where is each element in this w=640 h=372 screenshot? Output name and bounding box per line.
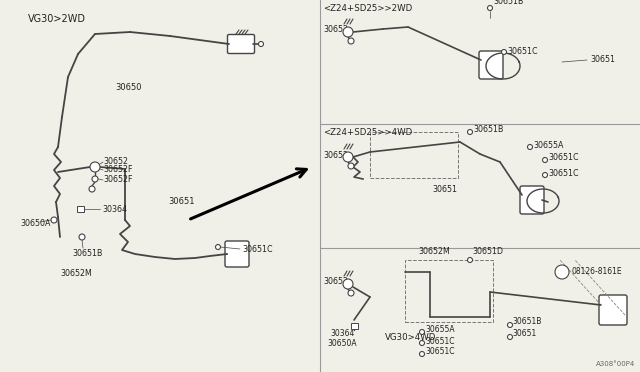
Text: A308°00P4: A308°00P4 xyxy=(596,361,635,367)
Text: 30651C: 30651C xyxy=(548,170,579,179)
Text: VG30>4WD: VG30>4WD xyxy=(385,333,436,342)
Circle shape xyxy=(543,173,547,177)
Circle shape xyxy=(92,176,98,182)
Text: <Z24+SD25>>2WD: <Z24+SD25>>2WD xyxy=(323,4,412,13)
Text: 30651D: 30651D xyxy=(472,247,503,257)
Circle shape xyxy=(89,186,95,192)
Circle shape xyxy=(79,234,85,240)
Text: 30651C: 30651C xyxy=(425,337,454,346)
FancyBboxPatch shape xyxy=(225,241,249,267)
Text: 30652: 30652 xyxy=(323,151,348,160)
Text: 30651: 30651 xyxy=(590,55,615,64)
Circle shape xyxy=(508,323,513,327)
Circle shape xyxy=(488,6,493,10)
Circle shape xyxy=(343,279,353,289)
Circle shape xyxy=(419,352,424,356)
Text: 30652M: 30652M xyxy=(60,269,92,279)
Text: 30650A: 30650A xyxy=(20,219,51,228)
FancyBboxPatch shape xyxy=(599,295,627,325)
Circle shape xyxy=(419,340,424,346)
Circle shape xyxy=(467,129,472,135)
Circle shape xyxy=(259,42,264,46)
Text: 30652F: 30652F xyxy=(103,176,132,185)
Circle shape xyxy=(527,144,532,150)
Bar xyxy=(77,206,83,212)
Text: 30652M: 30652M xyxy=(418,247,450,257)
Circle shape xyxy=(343,152,353,162)
Text: 30655A: 30655A xyxy=(533,141,563,150)
Bar xyxy=(405,260,493,322)
Text: B: B xyxy=(559,267,565,276)
Bar xyxy=(351,323,358,329)
Circle shape xyxy=(467,257,472,263)
Text: 30651C: 30651C xyxy=(507,48,538,57)
FancyBboxPatch shape xyxy=(479,51,503,79)
Text: 30650A: 30650A xyxy=(327,340,356,349)
Text: 30651B: 30651B xyxy=(512,317,541,327)
Circle shape xyxy=(543,157,547,163)
Text: 30651C: 30651C xyxy=(425,347,454,356)
Text: 30652F: 30652F xyxy=(103,166,132,174)
Text: 30651C: 30651C xyxy=(548,154,579,163)
FancyBboxPatch shape xyxy=(227,35,255,54)
Circle shape xyxy=(508,334,513,340)
Circle shape xyxy=(348,290,354,296)
Text: 30652: 30652 xyxy=(323,278,348,286)
Circle shape xyxy=(502,49,506,55)
Circle shape xyxy=(90,162,100,172)
Bar xyxy=(370,132,458,178)
Circle shape xyxy=(343,27,353,37)
Text: 30651: 30651 xyxy=(432,186,457,195)
Text: 30364: 30364 xyxy=(330,330,355,339)
Text: 30652: 30652 xyxy=(323,26,348,35)
Circle shape xyxy=(216,244,221,250)
Text: 30651: 30651 xyxy=(512,330,536,339)
FancyBboxPatch shape xyxy=(520,186,544,214)
Text: 30650: 30650 xyxy=(115,83,141,92)
Text: 30651B: 30651B xyxy=(72,250,102,259)
Text: 08126-8161E: 08126-8161E xyxy=(572,267,623,276)
Circle shape xyxy=(51,217,57,223)
Text: 30364: 30364 xyxy=(102,205,127,214)
Text: 30652: 30652 xyxy=(103,157,128,167)
Text: 30651B: 30651B xyxy=(493,0,524,6)
Text: 30651B: 30651B xyxy=(473,125,503,135)
Text: <Z24+SD25>>4WD: <Z24+SD25>>4WD xyxy=(323,128,412,137)
Circle shape xyxy=(348,163,354,169)
Text: 30651C: 30651C xyxy=(242,244,273,253)
Circle shape xyxy=(555,265,569,279)
Text: 30651: 30651 xyxy=(168,198,195,206)
Circle shape xyxy=(348,38,354,44)
Circle shape xyxy=(419,330,424,334)
Text: VG30>2WD: VG30>2WD xyxy=(28,14,86,24)
Text: 30655A: 30655A xyxy=(425,324,454,334)
